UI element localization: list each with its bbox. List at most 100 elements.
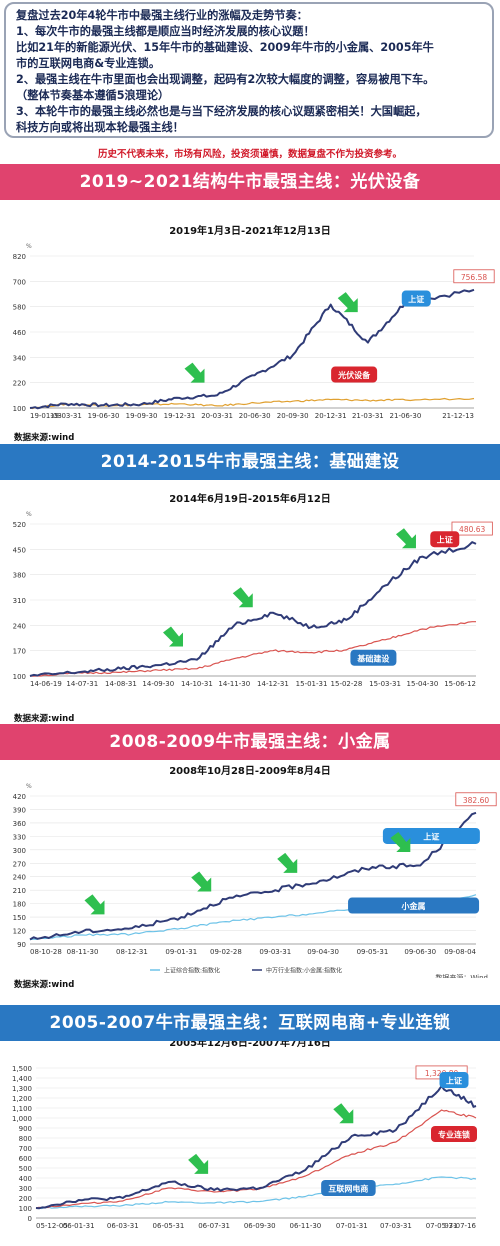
peak-value-label: 382.60 — [463, 796, 489, 805]
x-tick-label: 06-07-31 — [198, 1222, 230, 1230]
y-tick-label: 1,400 — [12, 1075, 32, 1083]
series-callout-box — [331, 366, 378, 383]
x-tick-label: 14-10-31 — [181, 680, 213, 688]
y-tick-label: 90 — [17, 941, 26, 949]
x-tick-label: 07-03-31 — [380, 1222, 412, 1230]
x-tick-label: 09-01-31 — [165, 948, 197, 956]
y-tick-label: 1,100 — [12, 1105, 32, 1113]
series-line — [35, 1084, 477, 1210]
x-tick-label: 15-02-28 — [331, 680, 363, 688]
y-tick-label: 820 — [13, 253, 26, 261]
y-tick-label: 600 — [19, 1155, 32, 1163]
peak-value-label: 756.58 — [461, 273, 487, 282]
chart-minor-metals: 2008年10月28日-2009年8月4日% 90 120 150 180 210 240 2… — [13, 764, 497, 978]
pullback-arrow-icon — [84, 894, 105, 915]
y-tick-label: 150 — [13, 914, 26, 922]
series-callout-box — [431, 1126, 477, 1142]
chart-title: 2019年1月3日-2021年12月13日 — [169, 224, 331, 237]
y-tick-label: 400 — [19, 1175, 32, 1183]
y-axis-unit: % — [26, 511, 32, 518]
pullback-arrow-icon — [277, 852, 298, 873]
y-tick-label: 380 — [13, 572, 26, 580]
y-tick-label: 1,000 — [12, 1115, 32, 1123]
series-callout-box — [382, 827, 480, 844]
pullback-arrow-icon — [163, 626, 184, 647]
y-tick-label: 170 — [13, 648, 26, 656]
x-tick-label: 15-06-12 — [444, 680, 476, 688]
series-callout-box — [439, 1072, 469, 1088]
data-source-note: 数据来源:wind — [14, 980, 75, 990]
x-tick-label: 06-05-31 — [153, 1222, 185, 1230]
x-tick-label: 08-11-30 — [67, 948, 99, 956]
data-source-note: 数据来源:wind — [14, 433, 75, 443]
x-tick-label: 19-03-31 — [50, 412, 82, 420]
y-axis-unit: % — [26, 243, 32, 250]
y-tick-label: 100 — [13, 673, 26, 681]
y-tick-label: 460 — [13, 329, 26, 337]
x-tick-label: 21-06-30 — [390, 412, 422, 420]
pullback-arrow-icon — [390, 831, 411, 852]
x-tick-label: 07-07-16 — [444, 1222, 476, 1230]
y-tick-label: 700 — [19, 1145, 32, 1153]
y-tick-label: 180 — [13, 901, 26, 909]
x-tick-label: 19-06-30 — [88, 412, 120, 420]
data-source-note: 数据来源:wind — [14, 714, 75, 724]
y-tick-label: 520 — [13, 521, 26, 529]
chart-pv-equipment: 2019年1月3日-2021年12月13日% 100 220 340 460 580 700… — [13, 224, 495, 420]
series-callout-label: 上证 — [446, 1076, 462, 1086]
y-tick-label: 120 — [13, 928, 26, 936]
y-tick-label: 210 — [13, 887, 26, 895]
chart-title: 2014年6月19日-2015年6月12日 — [169, 492, 331, 505]
x-tick-label: 06-03-31 — [107, 1222, 139, 1230]
chart-ecommerce-retail: 2005年12月6日-2007年7月16日 0 100 200 300 400 500 600… — [12, 1041, 477, 1230]
y-tick-label: 270 — [13, 860, 26, 868]
x-tick-label: 14-06-19 — [30, 680, 62, 688]
series-callout-label: 基础建设 — [356, 653, 389, 663]
y-tick-label: 800 — [19, 1135, 32, 1143]
section-banner-minor-metals: 2008-2009牛市最强主线：小金属 — [0, 724, 500, 760]
intro-line: 市的互联网电商&专业连锁。 — [16, 57, 161, 70]
y-tick-label: 1,200 — [12, 1095, 32, 1103]
pullback-arrow-icon — [337, 292, 358, 313]
legend-label: 上证综合指数:指数化 — [164, 967, 220, 975]
series-callout-box — [348, 897, 480, 914]
x-tick-label: 09-08-04 — [444, 948, 476, 956]
x-tick-label: 09-02-28 — [210, 948, 242, 956]
y-tick-label: 450 — [13, 546, 26, 554]
x-tick-label: 20-12-31 — [315, 412, 347, 420]
y-tick-label: 300 — [19, 1185, 32, 1193]
data-source-note-right: 数据来源：Wind — [435, 973, 488, 978]
x-tick-label: 07-01-31 — [336, 1222, 368, 1230]
intro-line: 科技方向或将出现本轮最强主线！ — [16, 121, 184, 134]
y-tick-label: 420 — [13, 793, 26, 801]
x-tick-label: 20-06-30 — [239, 412, 271, 420]
y-tick-label: 220 — [13, 380, 26, 388]
series-line — [35, 1109, 477, 1209]
pullback-arrow-icon — [395, 528, 416, 549]
x-tick-label: 19-12-31 — [164, 412, 196, 420]
pullback-arrow-icon — [184, 362, 205, 383]
y-tick-label: 100 — [13, 405, 26, 413]
x-tick-label: 20-09-30 — [277, 412, 309, 420]
peak-value-label: 480.63 — [459, 525, 485, 534]
y-tick-label: 300 — [13, 847, 26, 855]
series-callout-label: 互联网电商 — [328, 1184, 368, 1194]
intro-line: 3、本轮牛市的最强主线必然也是与当下经济发展的核心议题紧密相关！大国崛起， — [16, 105, 427, 118]
pullback-arrow-icon — [191, 871, 212, 892]
x-tick-label: 20-03-31 — [201, 412, 233, 420]
series-line — [29, 288, 475, 410]
x-tick-label: 21-12-13 — [442, 412, 474, 420]
pullback-arrow-icon — [333, 1103, 354, 1124]
chart-title: 2008年10月28日-2009年8月4日 — [169, 764, 331, 777]
intro-line: 2、最强主线在牛市里面也会出现调整，起码有2次较大幅度的调整，容易被甩下车。 — [16, 73, 435, 86]
y-tick-label: 580 — [13, 304, 26, 312]
x-tick-label: 19-01-03 — [30, 412, 62, 420]
y-tick-label: 390 — [13, 806, 26, 814]
x-tick-label: 19-09-30 — [126, 412, 158, 420]
y-tick-label: 200 — [19, 1195, 32, 1203]
series-callout-label: 专业连锁 — [438, 1130, 470, 1140]
x-tick-label: 09-04-30 — [307, 948, 339, 956]
series-line — [29, 811, 477, 941]
x-tick-label: 09-03-31 — [259, 948, 291, 956]
peak-value-box — [451, 521, 493, 536]
